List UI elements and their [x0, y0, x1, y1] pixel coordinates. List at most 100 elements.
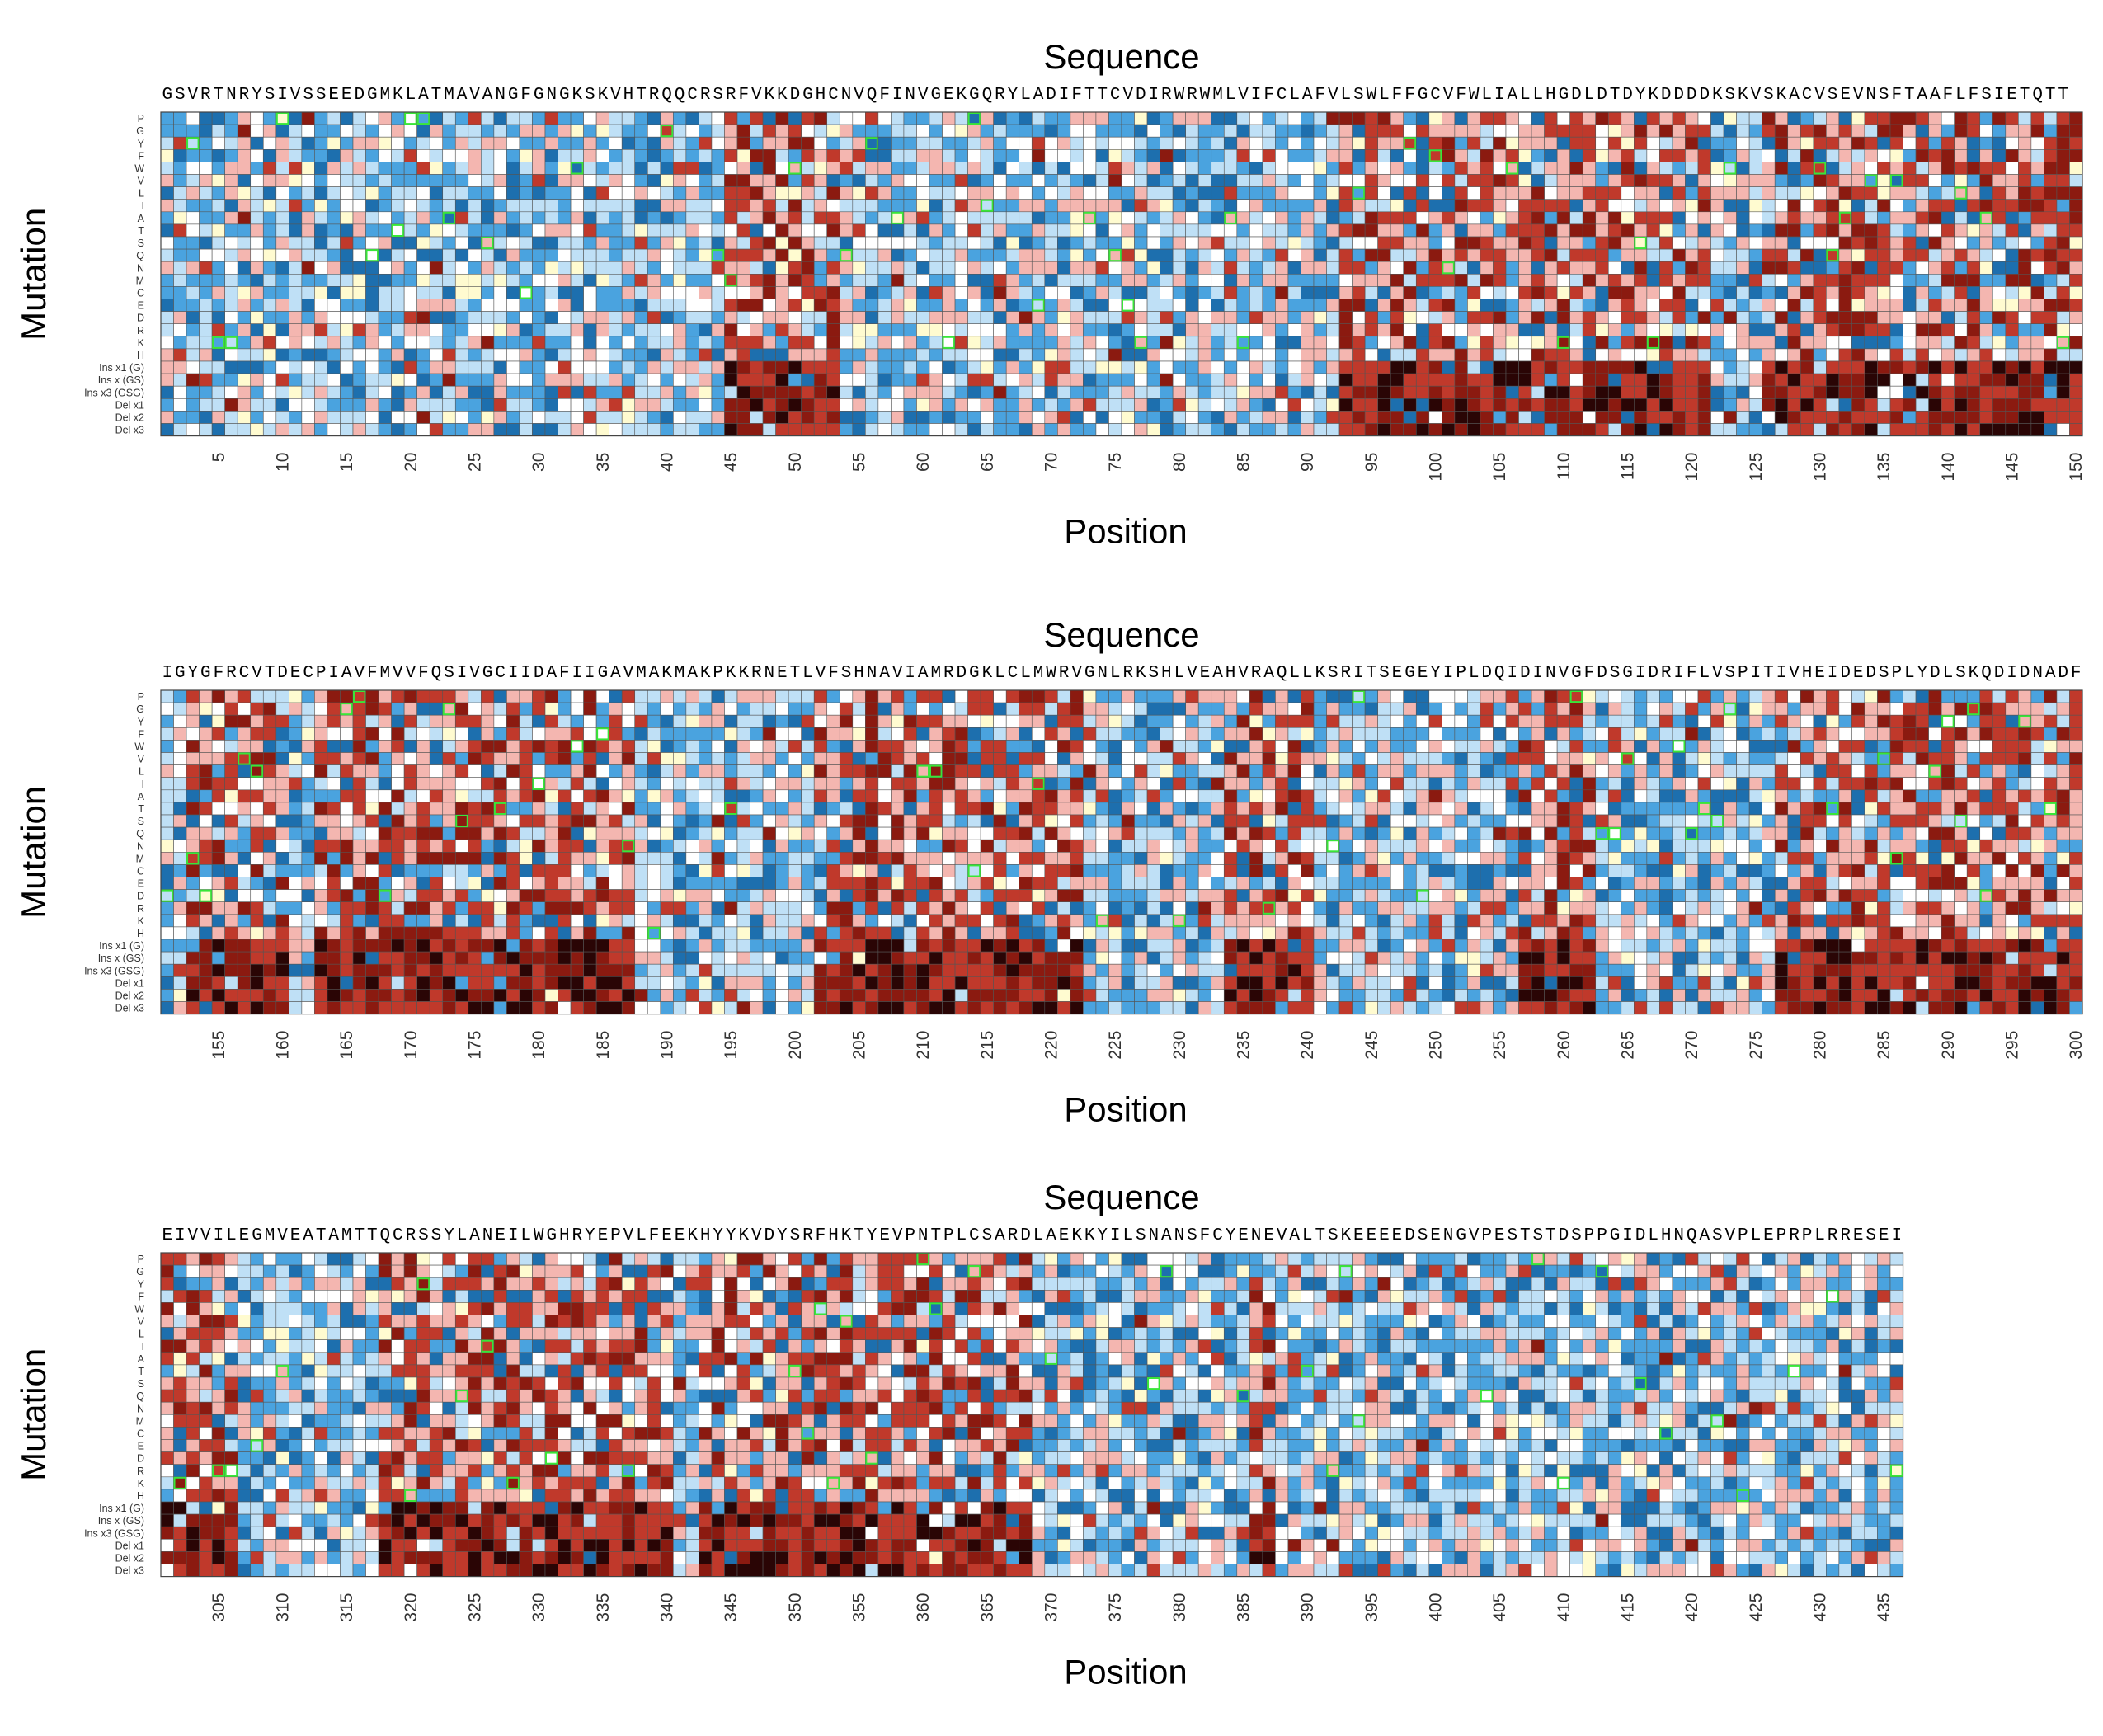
heatmap-cell — [1685, 336, 1699, 350]
heatmap-cell — [1493, 199, 1507, 213]
heatmap-cell — [429, 136, 444, 150]
heatmap-cell — [237, 914, 252, 928]
heatmap-cell — [186, 852, 200, 865]
sequence-residue: A — [918, 664, 929, 683]
heatmap-cell — [2044, 162, 2058, 175]
heatmap-cell — [1634, 273, 1648, 287]
heatmap-cell — [454, 273, 469, 287]
heatmap-cell — [289, 926, 303, 940]
heatmap-cell — [1889, 149, 1903, 162]
heatmap-cell — [1352, 423, 1366, 436]
heatmap-cell — [1057, 311, 1071, 325]
heatmap-cell — [262, 901, 277, 915]
heatmap-cell — [1941, 248, 1955, 262]
heatmap-cell — [327, 976, 341, 990]
heatmap-cell — [1800, 211, 1814, 225]
heatmap-cell — [173, 839, 187, 853]
heatmap-cell — [1992, 261, 2007, 275]
heatmap-cell — [1941, 149, 1955, 162]
heatmap-cell — [1685, 149, 1699, 162]
heatmap-cell — [1595, 248, 1609, 262]
heatmap-cell — [1467, 286, 1481, 299]
heatmap-cell — [929, 149, 943, 162]
heatmap-cell — [199, 248, 213, 262]
heatmap-cell — [839, 149, 854, 162]
heatmap-cell — [1301, 149, 1315, 162]
heatmap-cell — [2044, 174, 2058, 187]
heatmap-cell — [224, 211, 238, 225]
heatmap-cell — [2044, 186, 2058, 200]
heatmap-cell — [224, 348, 238, 362]
heatmap-cell — [275, 373, 289, 387]
heatmap-cell — [365, 802, 379, 816]
heatmap-cell — [1083, 236, 1097, 250]
heatmap-cell — [301, 174, 315, 187]
heatmap-cell — [1877, 211, 1891, 225]
heatmap-cell — [1838, 323, 1852, 337]
heatmap-cell — [1121, 336, 1135, 350]
heatmap-cell — [1659, 360, 1673, 374]
heatmap-cell — [186, 223, 200, 238]
heatmap-cell — [1621, 311, 1635, 325]
heatmap-cell — [391, 286, 405, 299]
heatmap-cell — [788, 186, 802, 200]
heatmap-cell — [1044, 186, 1058, 200]
heatmap-cell — [519, 223, 533, 238]
heatmap-cell — [429, 802, 444, 816]
heatmap-cell — [724, 261, 738, 275]
heatmap-cell — [724, 336, 738, 350]
heatmap-cell — [1019, 199, 1033, 213]
heatmap-cell — [750, 348, 764, 362]
heatmap-cell — [1083, 348, 1097, 362]
heatmap-cell — [289, 702, 303, 716]
heatmap-cell — [289, 889, 303, 902]
heatmap-cell — [1415, 299, 1430, 312]
heatmap-cell — [1992, 199, 2007, 213]
heatmap-cell — [262, 124, 277, 138]
heatmap-cell — [186, 1001, 200, 1014]
heatmap-cell — [378, 336, 392, 350]
heatmap-cell — [1005, 273, 1020, 287]
heatmap-cell — [775, 186, 789, 200]
heatmap-cell — [1338, 186, 1353, 200]
heatmap-cell — [391, 802, 405, 816]
sequence-residue: S — [1379, 664, 1390, 683]
heatmap-cell — [403, 814, 417, 828]
heatmap-cell — [891, 174, 905, 187]
sequence-residue: V — [918, 86, 929, 105]
heatmap-cell — [1364, 223, 1378, 238]
heatmap-cell — [493, 174, 507, 187]
heatmap-cell — [1646, 223, 1660, 238]
heatmap-cell — [391, 889, 405, 902]
heatmap-cell — [327, 914, 341, 928]
heatmap-cell — [929, 385, 943, 399]
heatmap-cell — [1480, 411, 1494, 424]
heatmap-cell — [1160, 136, 1174, 150]
heatmap-cell — [391, 261, 405, 275]
heatmap-cell — [891, 149, 905, 162]
sequence-residue: T — [1367, 664, 1377, 683]
heatmap-cell — [1544, 423, 1558, 436]
heatmap-cell — [916, 348, 930, 362]
heatmap-cell — [954, 162, 968, 175]
heatmap-cell — [801, 323, 815, 337]
heatmap-cell — [160, 124, 174, 138]
heatmap-cell — [173, 348, 187, 362]
heatmap-cell — [1621, 348, 1635, 362]
heatmap-cell — [1134, 199, 1148, 213]
wildtype-marker — [442, 211, 456, 224]
heatmap-cell — [750, 162, 764, 175]
heatmap-cell — [1134, 248, 1148, 262]
heatmap-cell — [1121, 311, 1135, 325]
heatmap-cell — [250, 299, 264, 312]
heatmap-cell — [1352, 199, 1366, 213]
heatmap-cell — [2056, 186, 2070, 200]
heatmap-cell — [1083, 136, 1097, 150]
heatmap-cell — [262, 398, 277, 412]
heatmap-cell — [1889, 223, 1903, 238]
heatmap-cell — [352, 976, 366, 990]
heatmap-cell — [1518, 348, 1532, 362]
heatmap-cell — [1813, 423, 1827, 436]
heatmap-cell — [1954, 261, 1968, 275]
heatmap-cell — [1979, 111, 1993, 125]
